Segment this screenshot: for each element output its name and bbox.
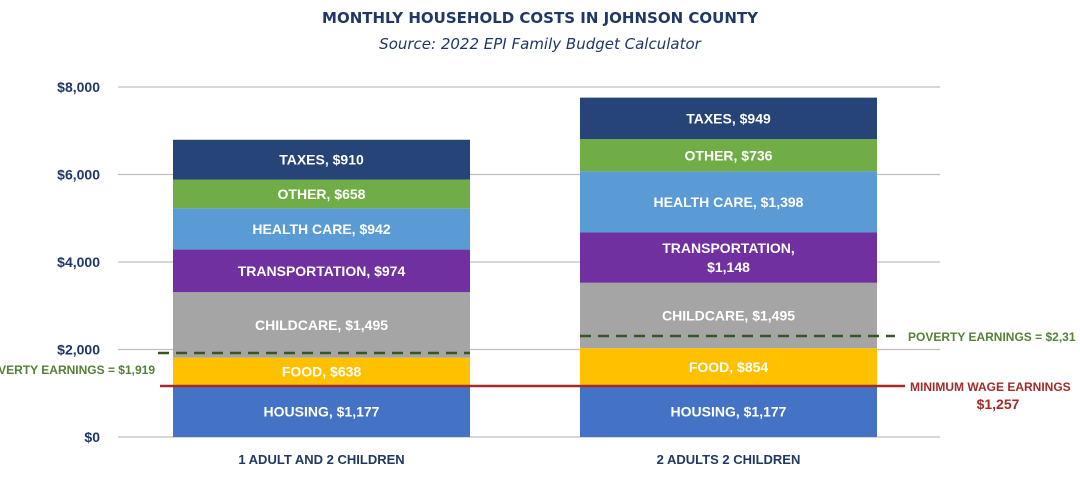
chart-title: MONTHLY HOUSEHOLD COSTS IN JOHNSON COUNT… xyxy=(322,9,758,27)
bar-segment-childcare xyxy=(173,292,470,358)
y-tick-label: $0 xyxy=(84,429,100,445)
data-label: CHILDCARE, $1,495 xyxy=(255,317,388,333)
data-label: HOUSING, $1,177 xyxy=(671,403,787,419)
bar-segment-transportation xyxy=(173,249,470,293)
bar-segment-taxes xyxy=(173,139,470,180)
minimum-wage-value: $1,257 xyxy=(977,396,1020,412)
data-label: FOOD, $854 xyxy=(689,359,769,375)
x-tick-label: 1 ADULT AND 2 CHILDREN xyxy=(238,452,404,467)
minimum-wage-label: MINIMUM WAGE EARNINGS xyxy=(910,380,1071,394)
y-tick-label: $6,000 xyxy=(57,167,100,183)
data-label: TRANSPORTATION, $974 xyxy=(238,263,406,279)
bar-segment-other xyxy=(173,179,470,209)
bar-segment-transportation xyxy=(580,232,877,283)
data-label: HOUSING, $1,177 xyxy=(264,403,380,419)
poverty-label: POVERTY EARNINGS = $1,919 xyxy=(0,363,155,377)
bar-segment-health-care xyxy=(580,171,877,233)
bar-segment-food xyxy=(580,348,877,386)
y-tick-label: $8,000 xyxy=(57,79,100,95)
bar-segment-housing xyxy=(173,385,470,437)
y-tick-label: $2,000 xyxy=(57,342,100,358)
bar-segment-health-care xyxy=(173,208,470,250)
data-label: $1,148 xyxy=(707,259,750,275)
data-label: CHILDCARE, $1,495 xyxy=(662,307,795,323)
data-label: OTHER, $736 xyxy=(685,147,773,163)
bar-segment-other xyxy=(580,139,877,172)
x-tick-label: 2 ADULTS 2 CHILDREN xyxy=(657,452,801,467)
bar-segment-taxes xyxy=(580,97,877,140)
data-label: FOOD, $638 xyxy=(282,364,362,380)
data-label: TRANSPORTATION, xyxy=(662,240,794,256)
chart-subtitle: Source: 2022 EPI Family Budget Calculato… xyxy=(379,35,701,53)
data-label: TAXES, $910 xyxy=(279,152,364,168)
bar-segment-food xyxy=(173,357,470,386)
data-label: OTHER, $658 xyxy=(278,186,366,202)
data-label: TAXES, $949 xyxy=(686,110,771,126)
poverty-label: POVERTY EARNINGS = $2,31 xyxy=(908,330,1076,344)
bar-segment-childcare xyxy=(580,282,877,349)
bar-segment-housing xyxy=(580,385,877,437)
y-tick-label: $4,000 xyxy=(57,254,100,270)
data-label: HEALTH CARE, $942 xyxy=(252,221,390,237)
data-label: HEALTH CARE, $1,398 xyxy=(654,194,804,210)
